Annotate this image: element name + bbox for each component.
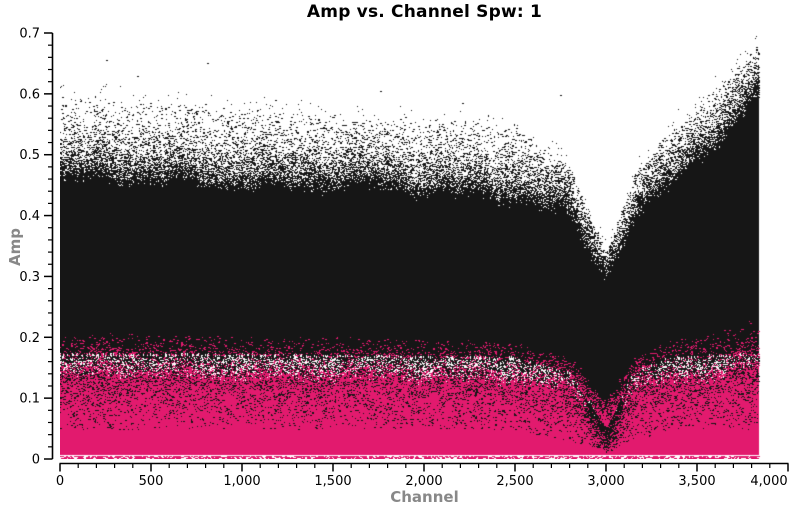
x-tick-label: 500: [139, 474, 164, 489]
x-tick-label: 1,000: [223, 474, 260, 489]
scatter-plot-canvas: [60, 33, 789, 459]
x-tick-label: 1,500: [314, 474, 351, 489]
y-axis-title: Amp: [6, 228, 24, 266]
x-tick-label: 4,000: [750, 474, 787, 489]
x-tick-label: 2,500: [496, 474, 533, 489]
y-tick-label: 0.6: [19, 87, 40, 102]
y-tick-label: 0.2: [19, 331, 40, 346]
y-tick-label: 0.5: [19, 148, 40, 163]
y-tick-label: 0.4: [19, 209, 40, 224]
x-axis-title: Channel: [390, 488, 459, 506]
x-tick-label: 0: [56, 474, 64, 489]
plot-title: Amp vs. Channel Spw: 1: [306, 2, 543, 22]
y-tick-label: 0.3: [19, 270, 40, 285]
y-tick-label: 0.1: [19, 392, 40, 407]
x-tick-label: 3,000: [587, 474, 624, 489]
y-tick-label: 0: [32, 453, 40, 468]
y-tick-label: 0.7: [19, 27, 40, 42]
x-tick-label: 3,500: [678, 474, 715, 489]
x-tick-label: 2,000: [405, 474, 442, 489]
